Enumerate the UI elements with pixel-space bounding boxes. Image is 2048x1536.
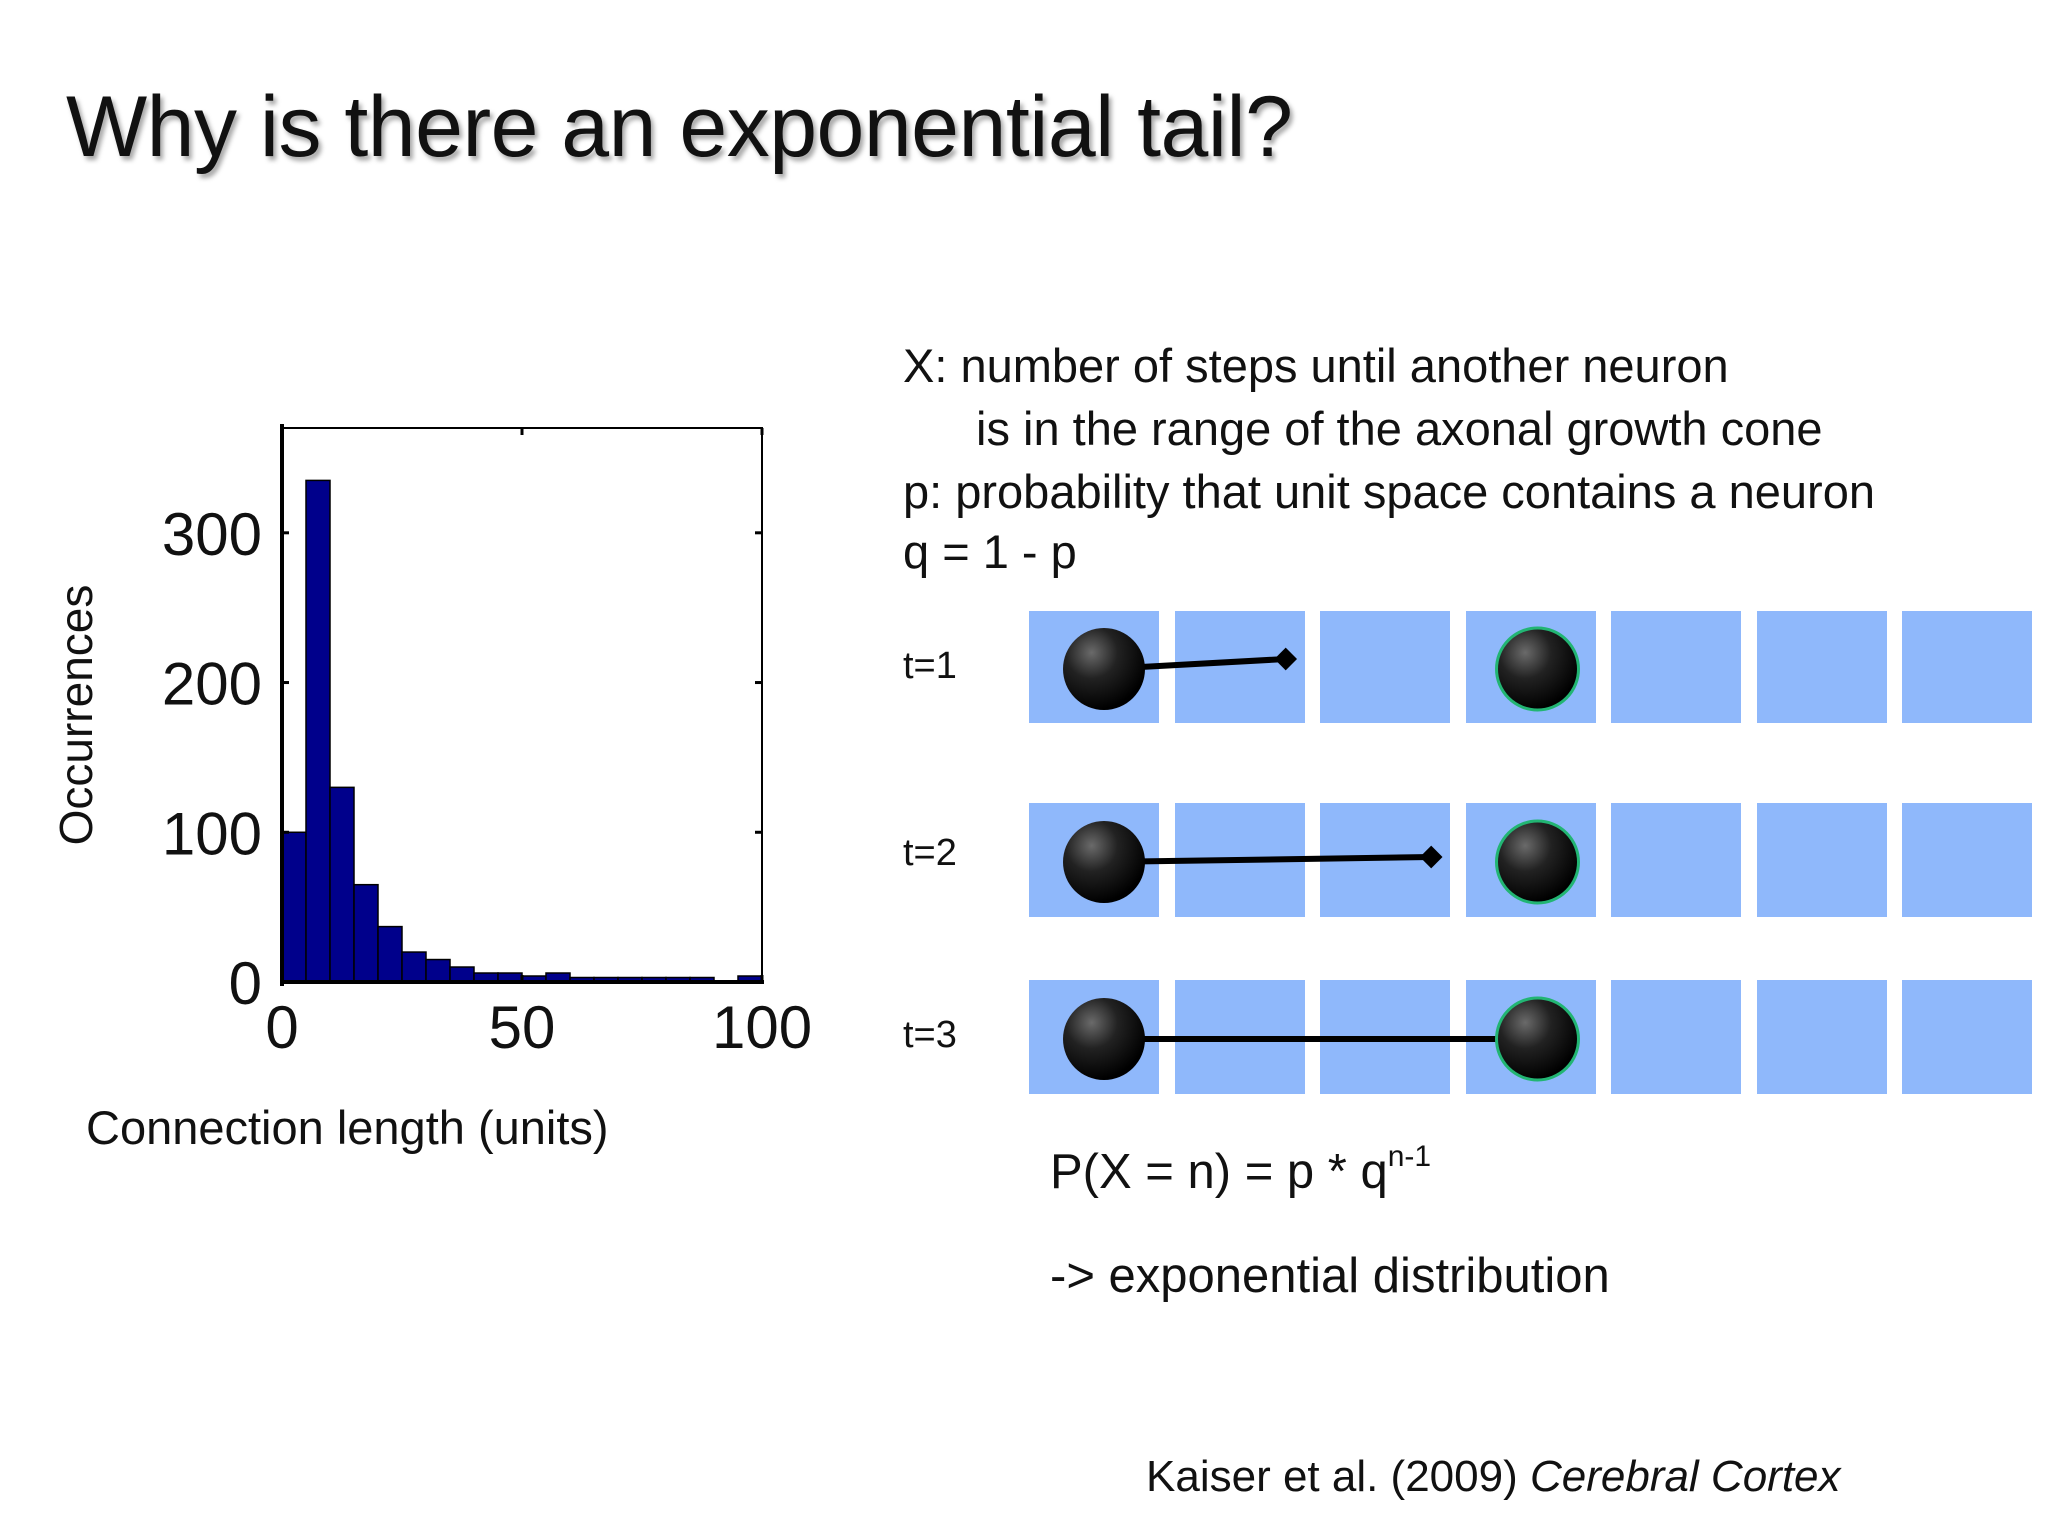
histogram-bar	[425, 958, 451, 983]
slide-title: Why is there an exponential tail?	[66, 79, 1293, 175]
citation-authors: Kaiser et al. (2009)	[1146, 1452, 1530, 1501]
histogram-bar	[281, 831, 307, 983]
definition-x-continued: is in the range of the axonal growth con…	[976, 402, 1823, 455]
unit-space-cell	[1611, 611, 1741, 723]
axon-line	[1103, 854, 1432, 865]
unit-space-cell	[1611, 803, 1741, 917]
histogram-bars	[281, 479, 763, 983]
target-neuron	[1495, 996, 1580, 1082]
definition-q: q = 1 - p	[903, 525, 1077, 578]
y-tick-label: 0	[229, 950, 262, 1017]
unit-space-cell	[1756, 611, 1887, 723]
step-label-t3: t=3	[903, 1014, 957, 1056]
x-axis-ticks: 0 50 100	[265, 428, 812, 1061]
x-tick-label: 0	[265, 994, 298, 1061]
source-neuron	[1063, 821, 1145, 903]
growth-cone-tip	[1419, 845, 1443, 869]
formula-exponent: n-1	[1387, 1140, 1432, 1173]
histogram-bar	[329, 786, 355, 983]
target-neuron	[1495, 819, 1580, 905]
formula-base: P(X = n) = p * q	[1050, 1145, 1388, 1199]
x-tick-label: 50	[489, 994, 556, 1061]
y-axis-label: Occurrences	[50, 585, 102, 846]
histogram-bar	[353, 883, 379, 983]
y-tick-label: 200	[162, 651, 262, 718]
unit-space-cell	[1902, 803, 2032, 917]
unit-space-cell	[1902, 611, 2032, 723]
axon-overlay	[1063, 819, 1580, 905]
histogram-chart: 0 100 200 300 0 50 100 Occurrences Connection…	[50, 424, 812, 1154]
y-axis-ticks: 0 100 200 300	[162, 501, 762, 1017]
step-row-t3	[1029, 980, 2032, 1094]
y-tick-label: 100	[162, 800, 262, 867]
histogram-bar	[449, 966, 475, 983]
definition-p: p: probability that unit space contains …	[903, 465, 1875, 518]
x-axis-label: Connection length (units)	[86, 1101, 609, 1154]
y-tick-label: 300	[162, 501, 262, 568]
axon-overlay	[1063, 996, 1580, 1082]
citation: Kaiser et al. (2009) Cerebral Cortex	[1146, 1452, 1841, 1502]
definition-x: X: number of steps until another neuron	[903, 339, 1729, 392]
axon-overlay	[1063, 626, 1580, 712]
conclusion-text: -> exponential distribution	[1050, 1249, 1610, 1303]
step-label-t1: t=1	[903, 645, 957, 687]
probability-formula: P(X = n) = p * qn-1	[1050, 1140, 1431, 1200]
unit-space-cell	[1611, 980, 1741, 1094]
growth-cone-tip	[1274, 647, 1298, 671]
step-label-t2: t=2	[903, 832, 957, 874]
x-tick-label: 100	[712, 994, 812, 1061]
unit-space-cell	[1320, 611, 1450, 723]
histogram-bar	[377, 925, 403, 983]
histogram-bar	[401, 951, 427, 983]
histogram-bar	[305, 479, 331, 983]
step-row-t2	[1029, 803, 2032, 917]
source-neuron	[1063, 998, 1145, 1080]
unit-space-cell	[1756, 980, 1887, 1094]
citation-journal: Cerebral Cortex	[1529, 1452, 1841, 1501]
source-neuron	[1063, 628, 1145, 710]
unit-space-cell	[1902, 980, 2032, 1094]
unit-space-cell	[1756, 803, 1887, 917]
step-row-t1	[1029, 611, 2032, 723]
target-neuron	[1495, 626, 1580, 712]
